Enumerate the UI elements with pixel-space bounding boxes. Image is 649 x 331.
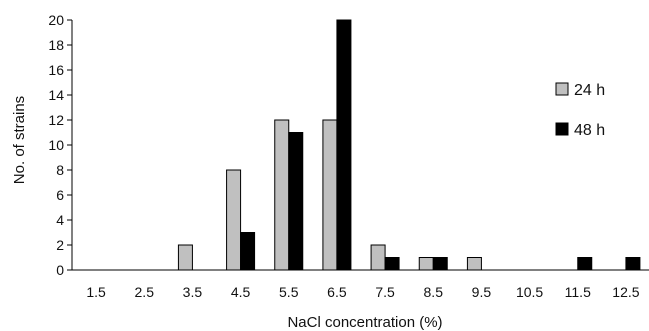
x-axis: 1.5 2.5 3.5 4.5 5.5 6.5 7.5 8.5 9.5 10.5 11.5 12.5 xyxy=(72,269,649,300)
bar-48h-12.5 xyxy=(625,257,641,271)
bar-48h-4.5 xyxy=(240,232,256,271)
x-tick-label: 12.5 xyxy=(612,284,639,300)
x-tick-label: 4.5 xyxy=(231,284,251,300)
legend: 24 h 48 h xyxy=(555,82,605,139)
y-axis-title: No. of strains xyxy=(11,96,28,184)
x-tick-label: 8.5 xyxy=(424,284,444,300)
legend-label-48h: 48 h xyxy=(574,122,605,139)
y-tick-label: 8 xyxy=(56,162,64,178)
bar-24h-3.5 xyxy=(177,244,193,271)
x-tick-label: 3.5 xyxy=(183,284,203,300)
y-tick-label: 2 xyxy=(56,237,64,253)
y-tick-label: 16 xyxy=(48,62,64,78)
x-tick-label: 11.5 xyxy=(565,284,591,300)
y-tick-label: 6 xyxy=(56,187,64,203)
bar-48h-6.5 xyxy=(336,19,352,271)
bar-24h-6.5 xyxy=(322,119,338,271)
bar-48h-7.5 xyxy=(384,257,400,271)
bar-48h-5.5 xyxy=(288,132,304,271)
bars xyxy=(177,19,641,271)
bar-48h-11.5 xyxy=(577,257,593,271)
legend-swatch-24h xyxy=(555,82,569,96)
y-tick-label: 14 xyxy=(48,87,64,103)
x-tick-label: 1.5 xyxy=(86,284,106,300)
x-tick-label: 10.5 xyxy=(516,284,543,300)
bar-24h-7.5 xyxy=(370,244,386,271)
bar-24h-5.5 xyxy=(274,119,290,271)
x-tick-label: 6.5 xyxy=(327,284,347,300)
legend-label-24h: 24 h xyxy=(574,82,605,99)
y-tick-label: 12 xyxy=(48,112,64,128)
legend-swatch-48h xyxy=(555,122,569,136)
bar-24h-8.5 xyxy=(418,257,434,271)
y-tick-label: 20 xyxy=(48,12,64,28)
y-tick-label: 4 xyxy=(56,212,64,228)
x-tick-label: 7.5 xyxy=(375,284,395,300)
bar-24h-9.5 xyxy=(466,257,482,271)
y-tick-label: 0 xyxy=(56,262,64,278)
y-tick-label: 18 xyxy=(48,37,64,53)
y-axis: 0 2 4 6 8 10 12 14 16 18 20 xyxy=(48,12,73,278)
x-tick-label: 9.5 xyxy=(472,284,492,300)
bar-48h-8.5 xyxy=(432,257,448,271)
y-tick-label: 10 xyxy=(48,137,64,153)
x-tick-label: 5.5 xyxy=(279,284,299,300)
bar-24h-4.5 xyxy=(226,169,242,271)
x-tick-label: 2.5 xyxy=(135,284,155,300)
x-axis-title: NaCl concentration (%) xyxy=(287,314,442,331)
